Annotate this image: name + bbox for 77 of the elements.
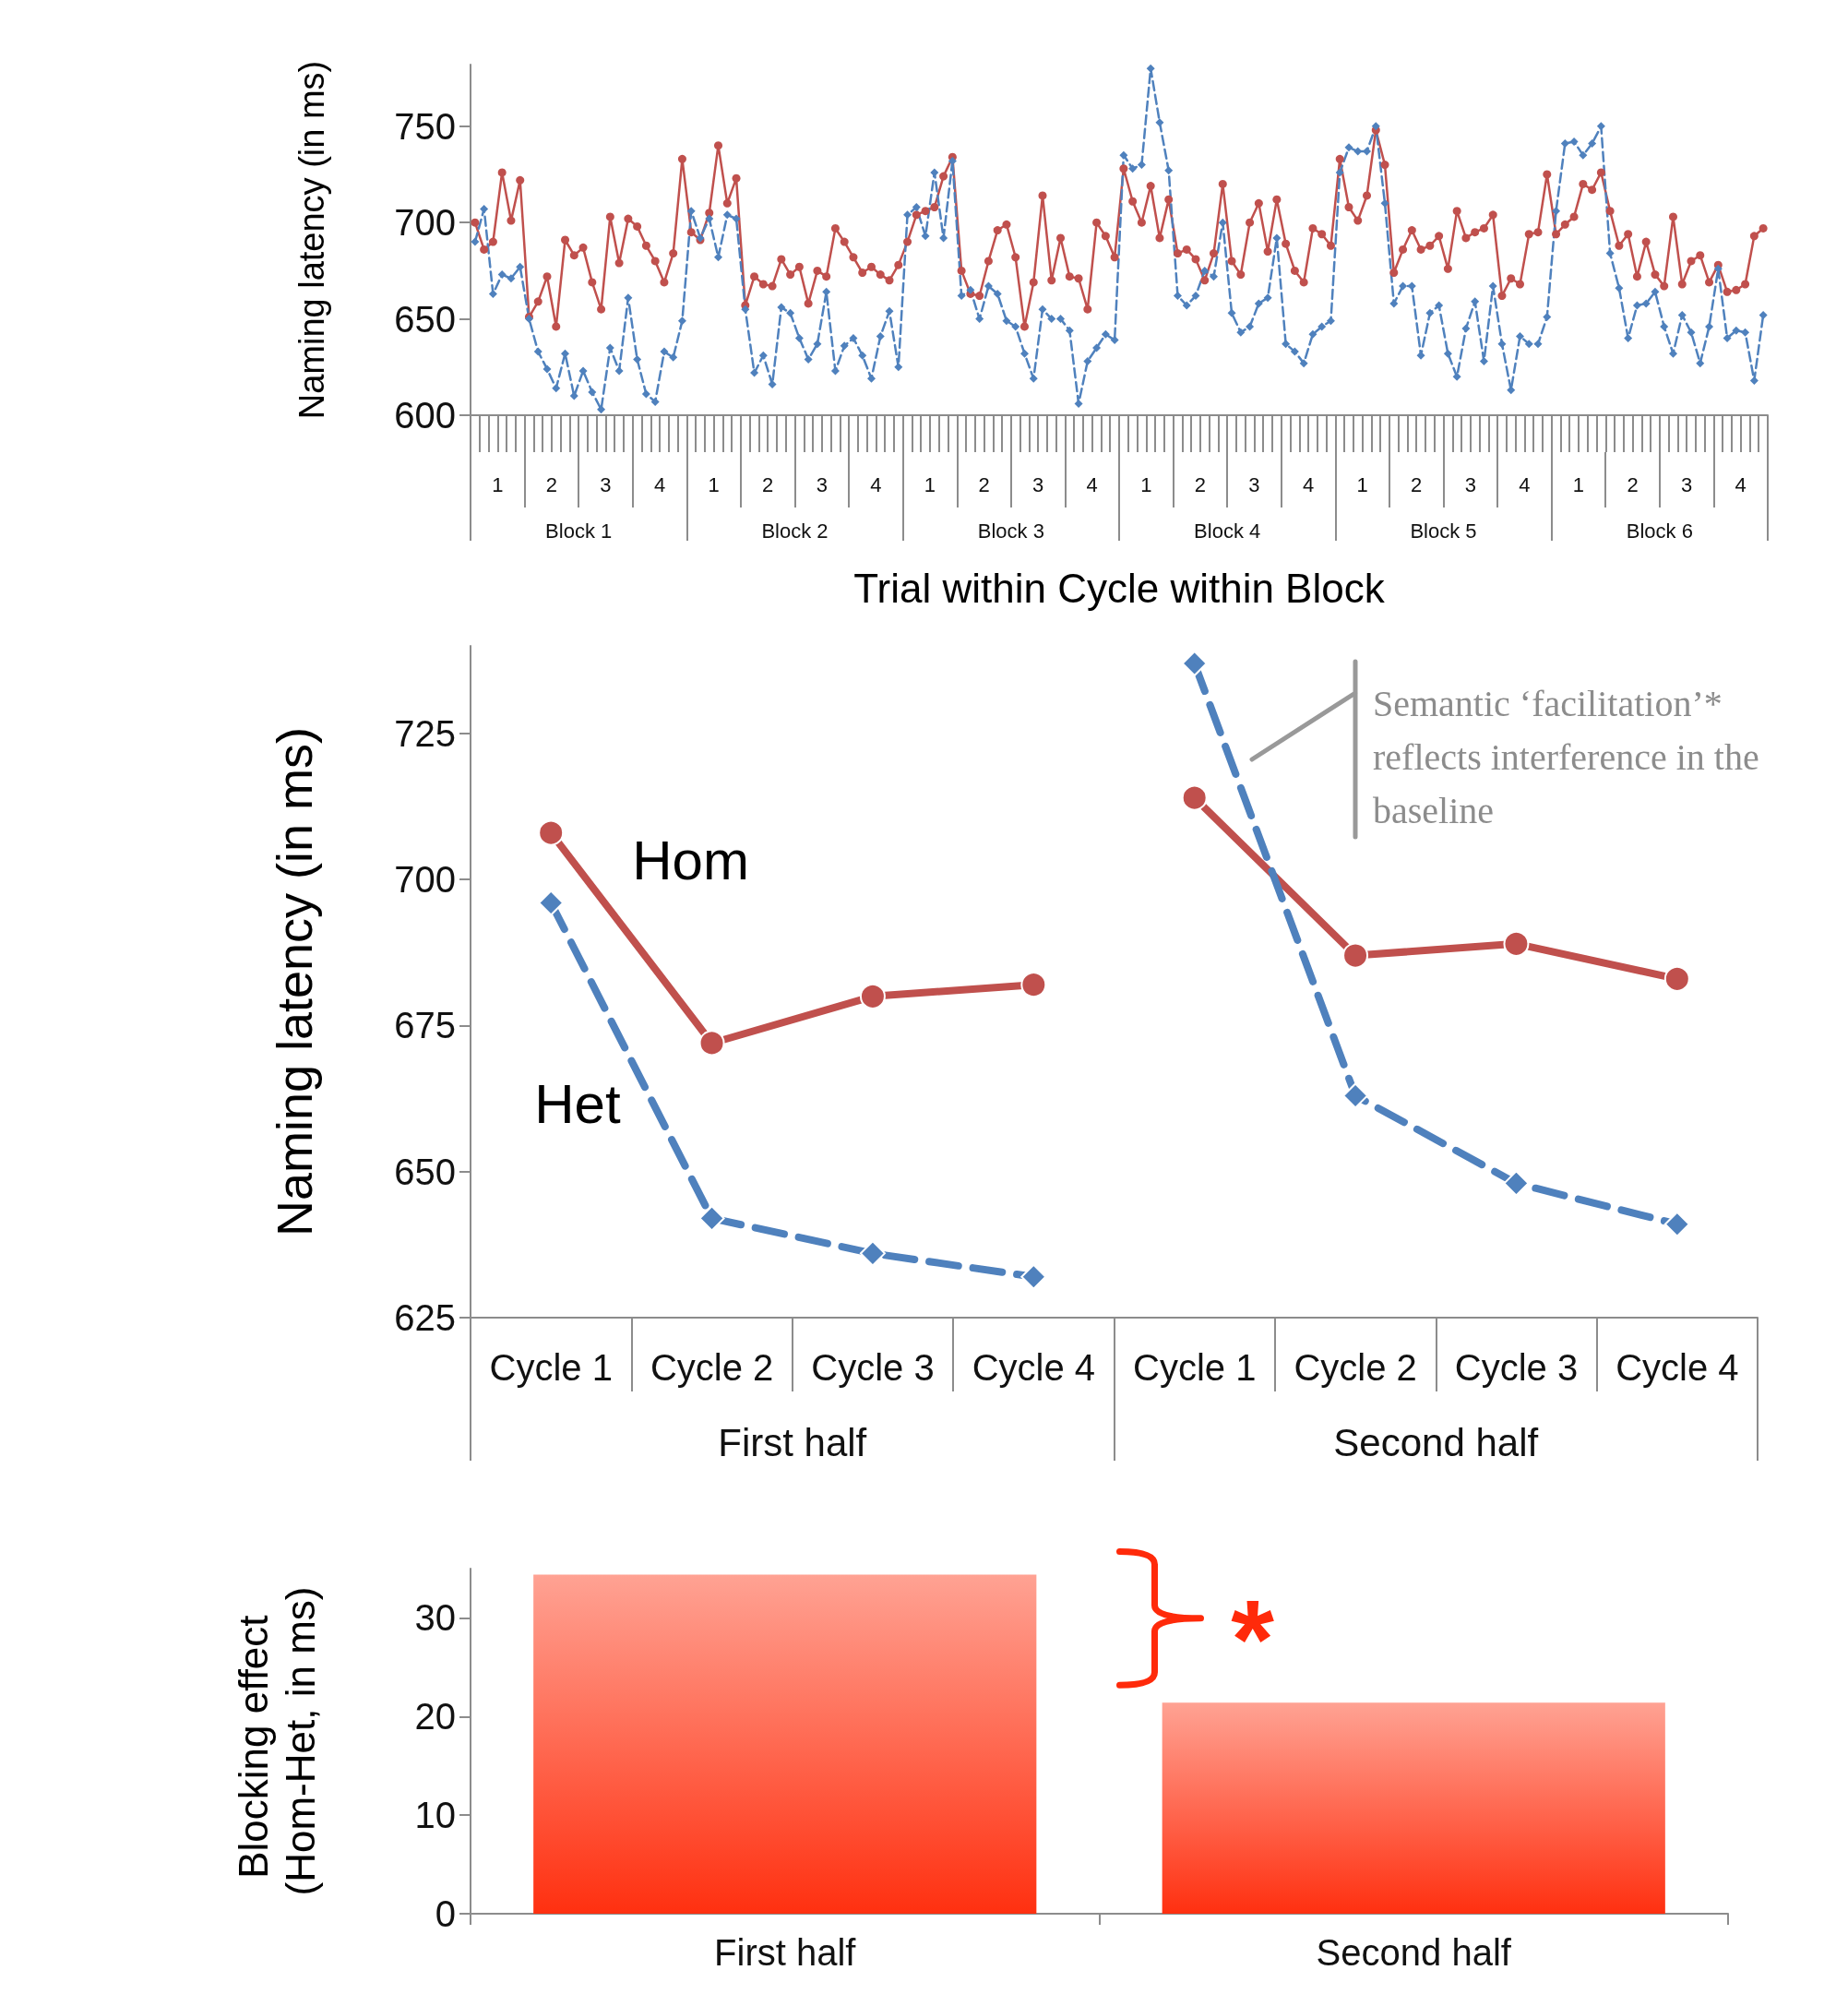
text: 1 — [1356, 472, 1368, 496]
y-axis-title: Blocking effect (Hom-Het, in ms) — [231, 1586, 323, 1896]
text: 2 — [1627, 472, 1639, 496]
y-tick-label: 650 — [394, 298, 456, 340]
x-tick-label: Cycle 4 — [972, 1347, 1096, 1388]
point — [538, 890, 565, 916]
point — [1181, 650, 1208, 676]
point — [1663, 965, 1690, 992]
point — [1342, 942, 1369, 969]
x-tick-label: Cycle 1 — [1132, 1347, 1257, 1388]
point — [1342, 1082, 1369, 1109]
text: 4 — [1735, 472, 1747, 496]
point — [538, 819, 565, 846]
y-tick-label: 750 — [394, 105, 456, 147]
text: First half — [718, 1420, 867, 1464]
y-tick-label: 600 — [394, 395, 456, 436]
point — [1020, 1263, 1047, 1290]
text: 3 — [1248, 472, 1260, 496]
y-tick-label: 625 — [394, 1297, 456, 1338]
text: 3 — [816, 472, 828, 496]
text: 4 — [1086, 472, 1098, 496]
point — [698, 1030, 725, 1057]
annotation: Semantic ‘facilitation’* reflects interference in the baseline — [1373, 682, 1769, 831]
x-tick-label: Cycle 4 — [1616, 1347, 1739, 1388]
text: 4 — [653, 472, 666, 496]
text: Block 2 — [761, 519, 829, 543]
series-label: Hom — [632, 830, 749, 892]
x-tick-label: Cycle 1 — [489, 1347, 613, 1388]
text: 2 — [1194, 472, 1206, 496]
y-tick-label: 725 — [394, 712, 456, 754]
series-label: Het — [534, 1073, 621, 1136]
text: 4 — [870, 472, 882, 496]
y-tick-label: 700 — [394, 202, 456, 244]
text: 4 — [1519, 472, 1531, 496]
text: 4 — [1302, 472, 1315, 496]
text: Block 4 — [1194, 519, 1261, 543]
point — [1663, 1211, 1690, 1237]
point — [1503, 930, 1530, 957]
x-tick-label: Cycle 3 — [1454, 1347, 1579, 1388]
point — [859, 983, 886, 1009]
y-tick-label: 700 — [394, 859, 456, 901]
text: 2 — [1411, 472, 1423, 496]
x-tick-label: Cycle 3 — [811, 1347, 935, 1388]
text: 2 — [978, 472, 990, 496]
text: Second half — [1333, 1420, 1539, 1464]
y-axis-title: Naming latency (in ms) — [292, 60, 332, 420]
text: 1 — [708, 472, 720, 496]
x-tick-label: Cycle 2 — [650, 1347, 774, 1388]
text: 1 — [1572, 472, 1585, 496]
text: 3 — [1032, 472, 1044, 496]
y-tick-label: 0 — [435, 1893, 456, 1934]
point — [1020, 972, 1047, 998]
text: 2 — [762, 472, 774, 496]
text: Block 3 — [977, 519, 1044, 543]
text: Block 1 — [545, 519, 613, 543]
text: 1 — [492, 472, 504, 496]
text: Block 5 — [1410, 519, 1477, 543]
y-axis-title: Naming latency (in ms) — [266, 726, 322, 1237]
y-tick-label: 30 — [414, 1597, 456, 1639]
y-tick-label: 650 — [394, 1151, 456, 1192]
text: 1 — [1140, 472, 1152, 496]
text: 3 — [1464, 472, 1476, 496]
text: Block 6 — [1626, 519, 1693, 543]
annotation: * — [1231, 1576, 1275, 1701]
y-tick-label: 675 — [394, 1005, 456, 1046]
text: 2 — [545, 472, 557, 496]
x-axis-title: Trial within Cycle within Block — [853, 565, 1386, 611]
point — [698, 1205, 725, 1232]
y-tick-label: 20 — [414, 1696, 456, 1737]
x-tick-label: Cycle 2 — [1294, 1347, 1417, 1388]
y-tick-label: 10 — [414, 1795, 456, 1836]
text: 3 — [1681, 472, 1693, 496]
point — [859, 1240, 886, 1267]
text: 1 — [924, 472, 936, 496]
point — [1181, 784, 1208, 811]
text: 3 — [600, 472, 612, 496]
point — [1503, 1170, 1530, 1197]
